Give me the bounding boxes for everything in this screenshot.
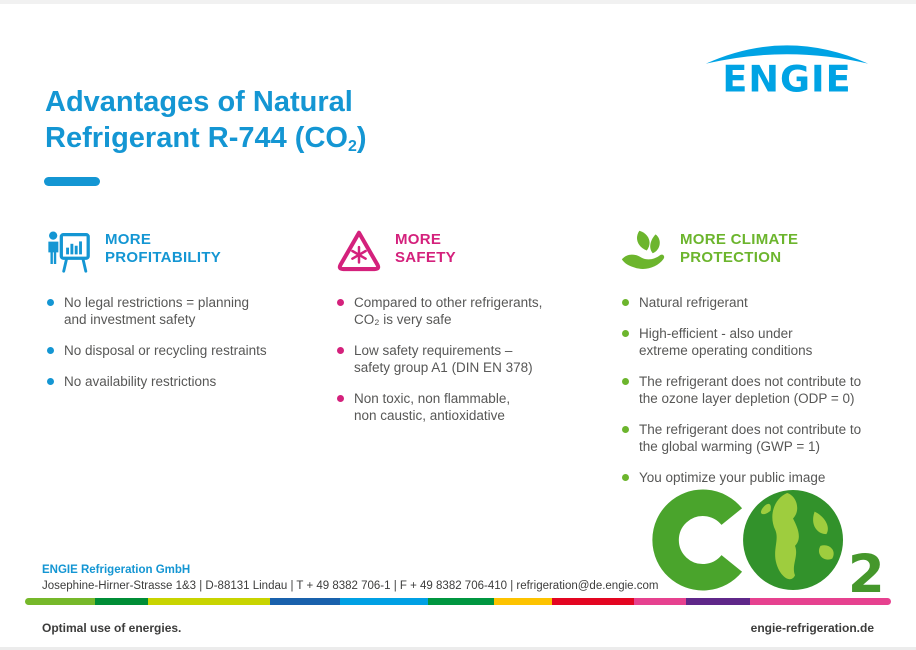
list-item: No legal restrictions = planning and inv… xyxy=(45,294,335,328)
list-item: No availability restrictions xyxy=(45,373,335,390)
footer-company-name: ENGIE Refrigeration GmbH xyxy=(42,564,191,576)
list-item: Non toxic, non flammable, non caustic, a… xyxy=(335,390,620,424)
stripe-segment xyxy=(686,598,750,605)
engie-logo: ENGIE xyxy=(698,34,876,100)
bullet-text: Natural refrigerant xyxy=(639,295,748,310)
footer-address-line: Josephine-Hirner-Strasse 1&3 | D-88131 L… xyxy=(42,580,659,592)
bullet-dot-icon xyxy=(622,378,629,385)
stripe-segment xyxy=(494,598,552,605)
hand-leaves-icon xyxy=(620,227,668,275)
safety-bullet-list: Compared to other refrigerants, CO₂ is v… xyxy=(335,294,620,424)
stripe-segment xyxy=(750,598,891,605)
stripe-segment xyxy=(552,598,634,605)
page-title-close-paren: ) xyxy=(356,122,367,154)
stripe-segment xyxy=(428,598,494,605)
bullet-text: You optimize your public image xyxy=(639,470,826,485)
list-item: The refrigerant does not contribute to t… xyxy=(620,373,916,407)
page-title-subscript: 2 xyxy=(347,138,357,155)
bullet-text: Low safety requirements – safety group A… xyxy=(354,343,533,375)
title-underline-dash xyxy=(44,177,100,186)
bullet-dot-icon xyxy=(622,426,629,433)
benefit-columns: MORE PROFITABILITY No legal restrictions… xyxy=(45,227,916,500)
column-heading: MORE PROFITABILITY xyxy=(105,231,222,266)
bullet-dot-icon xyxy=(622,330,629,337)
bullet-dot-icon xyxy=(47,299,54,306)
page-top-border xyxy=(0,0,916,4)
co2-globe-illustration: 2 xyxy=(648,483,893,599)
column-climate-header: MORE CLIMATE PROTECTION xyxy=(620,227,916,275)
footer-website-link[interactable]: engie-refrigeration.de xyxy=(750,621,874,635)
bullet-dot-icon xyxy=(47,378,54,385)
page-bottom-border xyxy=(0,647,916,650)
stripe-segment xyxy=(148,598,270,605)
page-title: Advantages of Natural Refrigerant R-744 (… xyxy=(45,84,565,156)
column-safety-header: MORE SAFETY xyxy=(335,227,620,275)
bullet-text: Non toxic, non flammable, non caustic, a… xyxy=(354,391,511,423)
bullet-dot-icon xyxy=(337,299,344,306)
bullet-dot-icon xyxy=(622,474,629,481)
bullet-dot-icon xyxy=(337,347,344,354)
stripe-segment xyxy=(340,598,428,605)
bullet-text: No legal restrictions = planning and inv… xyxy=(64,295,249,327)
page-title-line2: Refrigerant R-744 (CO xyxy=(45,122,348,154)
list-item: Natural refrigerant xyxy=(620,294,916,311)
stripe-segment xyxy=(95,598,148,605)
bullet-text: Compared to other refrigerants, CO₂ is v… xyxy=(354,295,543,327)
stripe-segment xyxy=(270,598,340,605)
engie-logo-text: ENGIE xyxy=(722,57,851,97)
list-item: The refrigerant does not contribute to t… xyxy=(620,421,916,455)
engie-logo-graphic: ENGIE xyxy=(705,45,869,100)
list-item: High-efficient - also under extreme oper… xyxy=(620,325,916,359)
column-heading: MORE SAFETY xyxy=(395,231,456,266)
co2-letter-c xyxy=(652,489,743,591)
list-item: Compared to other refrigerants, CO₂ is v… xyxy=(335,294,620,328)
column-climate-protection: MORE CLIMATE PROTECTION Natural refriger… xyxy=(620,227,916,500)
column-profitability: MORE PROFITABILITY No legal restrictions… xyxy=(45,227,335,500)
bullet-text: High-efficient - also under extreme oper… xyxy=(639,326,813,358)
bullet-dot-icon xyxy=(47,347,54,354)
bullet-text: The refrigerant does not contribute to t… xyxy=(639,374,862,406)
column-profitability-header: MORE PROFITABILITY xyxy=(45,227,335,275)
bullet-dot-icon xyxy=(337,395,344,402)
bullet-dot-icon xyxy=(622,299,629,306)
bullet-text: The refrigerant does not contribute to t… xyxy=(639,422,862,454)
column-heading: MORE CLIMATE PROTECTION xyxy=(680,231,799,266)
bullet-text: No availability restrictions xyxy=(64,374,217,389)
bullet-text: No disposal or recycling restraints xyxy=(64,343,267,358)
list-item: You optimize your public image xyxy=(620,469,916,486)
list-item: Low safety requirements – safety group A… xyxy=(335,342,620,376)
co2-subscript: 2 xyxy=(848,544,885,599)
stripe-segment xyxy=(634,598,686,605)
profitability-bullet-list: No legal restrictions = planning and inv… xyxy=(45,294,335,390)
snowflake-warning-triangle-icon xyxy=(335,227,383,275)
stripe-segment xyxy=(25,598,95,605)
globe-icon xyxy=(743,490,844,590)
engie-arc-icon xyxy=(705,45,869,64)
list-item: No disposal or recycling restraints xyxy=(45,342,335,359)
presenter-flipchart-icon xyxy=(45,227,93,275)
climate-bullet-list: Natural refrigerant High-efficient - also… xyxy=(620,294,916,486)
page-title-line1: Advantages of Natural xyxy=(45,86,353,118)
column-safety: MORE SAFETY Compared to other refrigeran… xyxy=(335,227,620,500)
footer-tagline: Optimal use of energies. xyxy=(42,621,182,635)
color-stripe xyxy=(25,598,891,605)
footer-bottom-row: Optimal use of energies. engie-refrigera… xyxy=(42,621,874,635)
